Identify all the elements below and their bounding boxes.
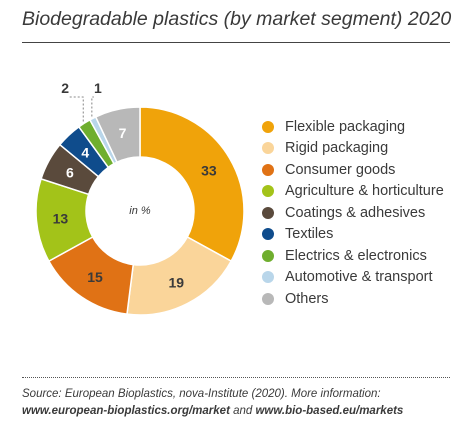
legend-item-coatings-and-adhesives: Coatings & adhesives: [262, 202, 444, 224]
source-links-line: www.european-bioplastics.org/market and …: [22, 403, 403, 420]
legend-label: Flexible packaging: [285, 118, 406, 135]
chart-legend: Flexible packaging Rigid packaging Consume…: [262, 116, 444, 310]
legend-item-automotive-and-transport: Automotive & transport: [262, 267, 444, 289]
legend-swatch: [262, 120, 274, 133]
value-label-others: 7: [119, 125, 127, 141]
legend-item-agriculture-and-horticulture: Agriculture & horticulture: [262, 181, 444, 203]
legend-swatch: [262, 185, 274, 198]
slice-flexible-packaging: [139, 106, 245, 263]
donut-chart: 33 19 15 13 64 2 1 7 in %: [35, 80, 245, 316]
legend-item-electrics-and-electronics: Electrics & electronics: [262, 245, 444, 267]
legend-label: Agriculture & horticulture: [285, 183, 444, 200]
legend-label: Automotive & transport: [285, 269, 433, 286]
legend-label: Electrics & electronics: [285, 247, 427, 264]
title-divider: [22, 42, 450, 43]
source-divider: [22, 377, 450, 378]
value-label-agriculture-and-horticulture: 13: [53, 211, 69, 227]
legend-label: Others: [285, 290, 329, 307]
legend-item-others: Others: [262, 288, 444, 310]
legend-item-textiles: Textiles: [262, 224, 444, 246]
legend-swatch: [262, 271, 274, 284]
legend-item-consumer-goods: Consumer goods: [262, 159, 444, 181]
value-label-consumer-goods: 15: [87, 269, 103, 285]
source-and: and: [229, 405, 256, 417]
legend-swatch: [262, 249, 274, 262]
source-link-bio-based[interactable]: www.bio-based.eu/markets: [255, 405, 404, 417]
legend-label: Coatings & adhesives: [285, 204, 426, 221]
source-line: Source: European Bioplastics, nova-Insti…: [22, 388, 381, 400]
value-label-coatings-and-adhesives: 6: [66, 164, 74, 180]
legend-swatch: [262, 142, 274, 155]
legend-label: Consumer goods: [285, 161, 396, 178]
center-unit-label: in %: [129, 205, 151, 217]
value-label-textiles: 4: [81, 145, 89, 161]
legend-swatch: [262, 292, 274, 305]
legend-swatch: [262, 163, 274, 176]
legend-label: Rigid packaging: [285, 140, 389, 157]
value-label-automotive-and-transport: 1: [94, 80, 102, 96]
value-label-electrics-and-electronics: 2: [61, 80, 69, 96]
legend-swatch: [262, 206, 274, 219]
legend-item-flexible-packaging: Flexible packaging: [262, 116, 444, 138]
source-link-european-bioplastics[interactable]: www.european-bioplastics.org/market: [22, 405, 230, 417]
leader-line-automotive-and-transport: [91, 96, 94, 117]
legend-swatch: [262, 228, 274, 241]
chart-title: Biodegradable plastics (by market segmen…: [22, 8, 452, 30]
slice-others: [94, 106, 141, 164]
legend-item-rigid-packaging: Rigid packaging: [262, 138, 444, 160]
value-label-rigid-packaging: 19: [169, 274, 185, 290]
legend-label: Textiles: [285, 226, 334, 243]
source-note: Source: European Bioplastics, nova-Insti…: [22, 386, 403, 420]
leader-line-electrics-and-electronics: [69, 96, 84, 122]
value-label-flexible-packaging: 33: [201, 162, 217, 178]
